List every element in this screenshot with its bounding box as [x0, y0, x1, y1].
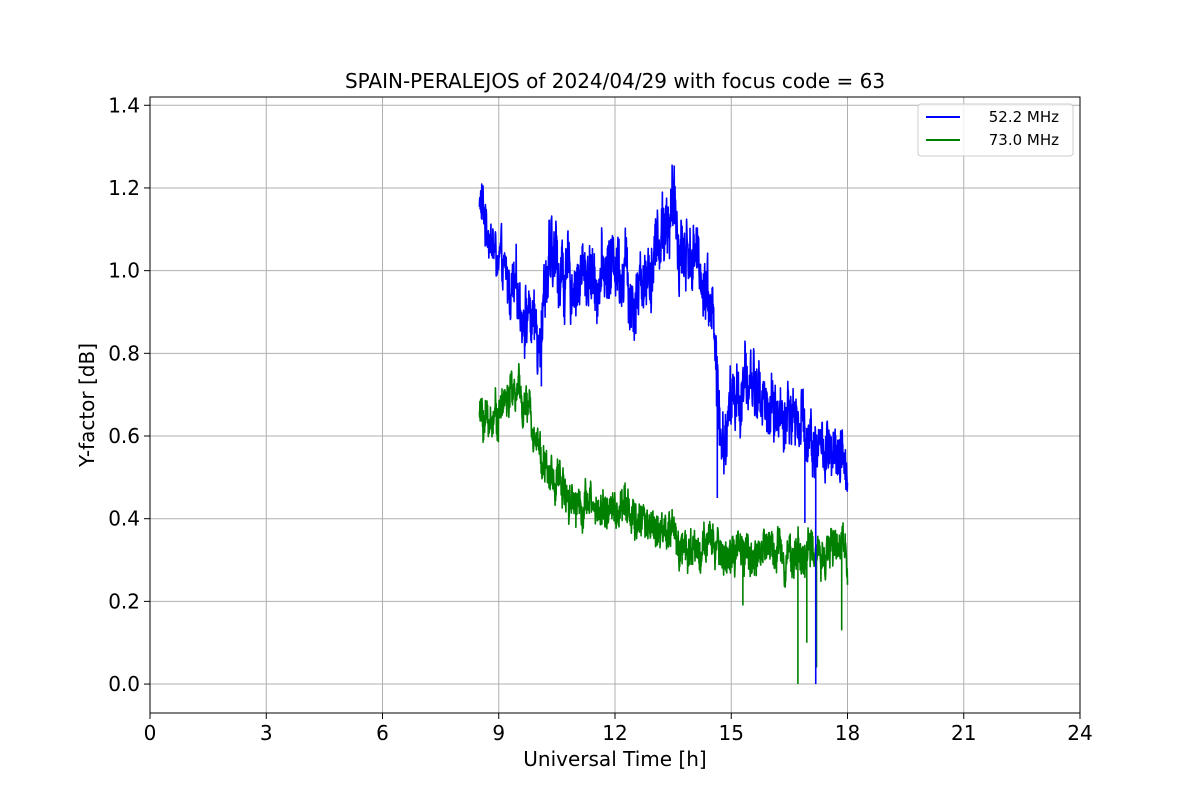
- chart-title: SPAIN-PERALEJOS of 2024/04/29 with focus…: [345, 69, 885, 93]
- y-tick-label: 0.0: [108, 672, 140, 696]
- x-tick-label: 6: [376, 721, 389, 745]
- x-tick-label: 0: [144, 721, 157, 745]
- y-tick-label: 1.0: [108, 259, 140, 283]
- x-tick-label: 12: [602, 721, 627, 745]
- y-tick-label: 0.2: [108, 589, 140, 613]
- x-tick-label: 24: [1067, 721, 1092, 745]
- y-tick-label: 1.4: [108, 93, 140, 117]
- x-tick-label: 9: [492, 721, 505, 745]
- series-line-52-2-mhz: [478, 164, 849, 685]
- x-tick-label: 21: [951, 721, 976, 745]
- legend-label-73mhz: 73.0 MHz: [989, 131, 1059, 149]
- y-tick-label: 1.2: [108, 176, 140, 200]
- y-axis-title: Y-factor [dB]: [75, 343, 99, 468]
- x-tick-label: 15: [719, 721, 744, 745]
- x-axis: 0 3 6 9 12 15 18 21 24: [144, 713, 1093, 745]
- legend-label-52mhz: 52.2 MHz: [989, 108, 1059, 126]
- series-layer: [478, 164, 849, 685]
- y-tick-label: 0.4: [108, 507, 140, 531]
- x-axis-title: Universal Time [h]: [523, 747, 706, 771]
- y-axis: 0.0 0.2 0.4 0.6 0.8 1.0 1.2 1.4: [108, 93, 150, 696]
- x-tick-label: 18: [835, 721, 860, 745]
- legend: 52.2 MHz 73.0 MHz: [917, 103, 1074, 157]
- x-tick-label: 3: [260, 721, 273, 745]
- y-tick-label: 0.8: [108, 341, 140, 365]
- y-tick-label: 0.6: [108, 424, 140, 448]
- grid: [149, 97, 1081, 713]
